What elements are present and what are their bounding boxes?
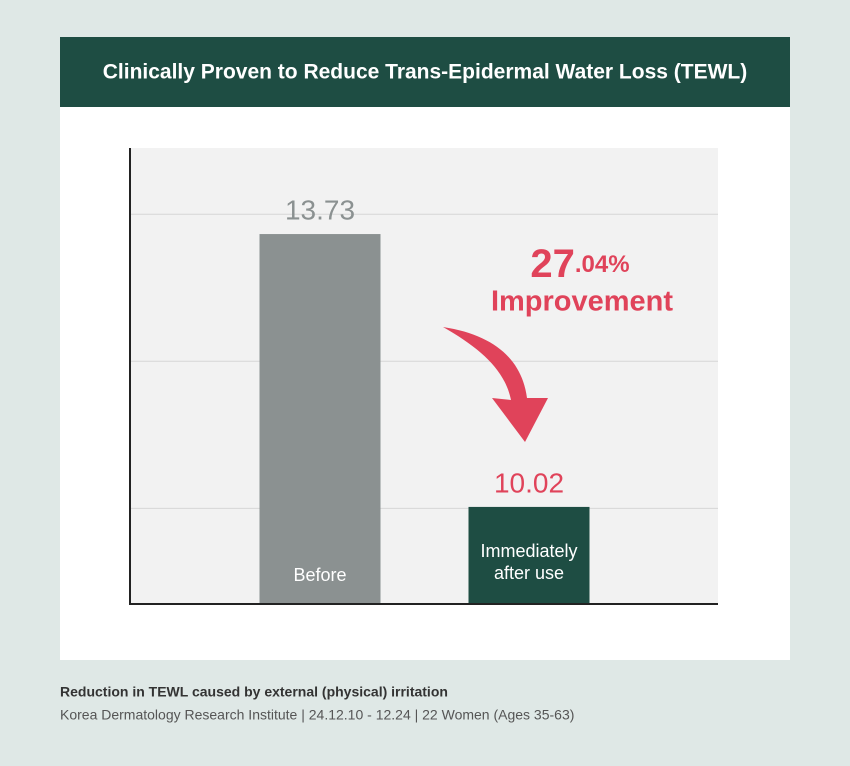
bar	[468, 506, 590, 604]
footnote-source: Korea Dermatology Research Institute | 2…	[60, 707, 574, 723]
chart-title: Clinically Proven to Reduce Trans-Epider…	[103, 61, 748, 84]
category-label-line: after use	[494, 563, 564, 583]
value-label: 13.73	[285, 194, 355, 225]
annotation-part: .04%	[575, 251, 630, 278]
annotation-value: 27.04%	[530, 242, 629, 286]
value-label: 10.02	[494, 467, 564, 498]
annotation-part: 27	[530, 242, 575, 286]
arrow	[443, 327, 548, 442]
bars: 13.73 Before 10.02 Immediately after use	[259, 194, 590, 604]
bar	[259, 234, 381, 604]
category-label-line: Immediately	[480, 541, 577, 561]
header-bar	[60, 37, 790, 107]
grid	[130, 213, 718, 509]
category-label: Before	[293, 565, 346, 585]
plot-area	[130, 148, 718, 604]
footnote-title: Reduction in TEWL caused by external (ph…	[60, 684, 448, 700]
category-label: Immediately after use	[480, 541, 577, 583]
annotation-text: Improvement	[491, 286, 673, 318]
